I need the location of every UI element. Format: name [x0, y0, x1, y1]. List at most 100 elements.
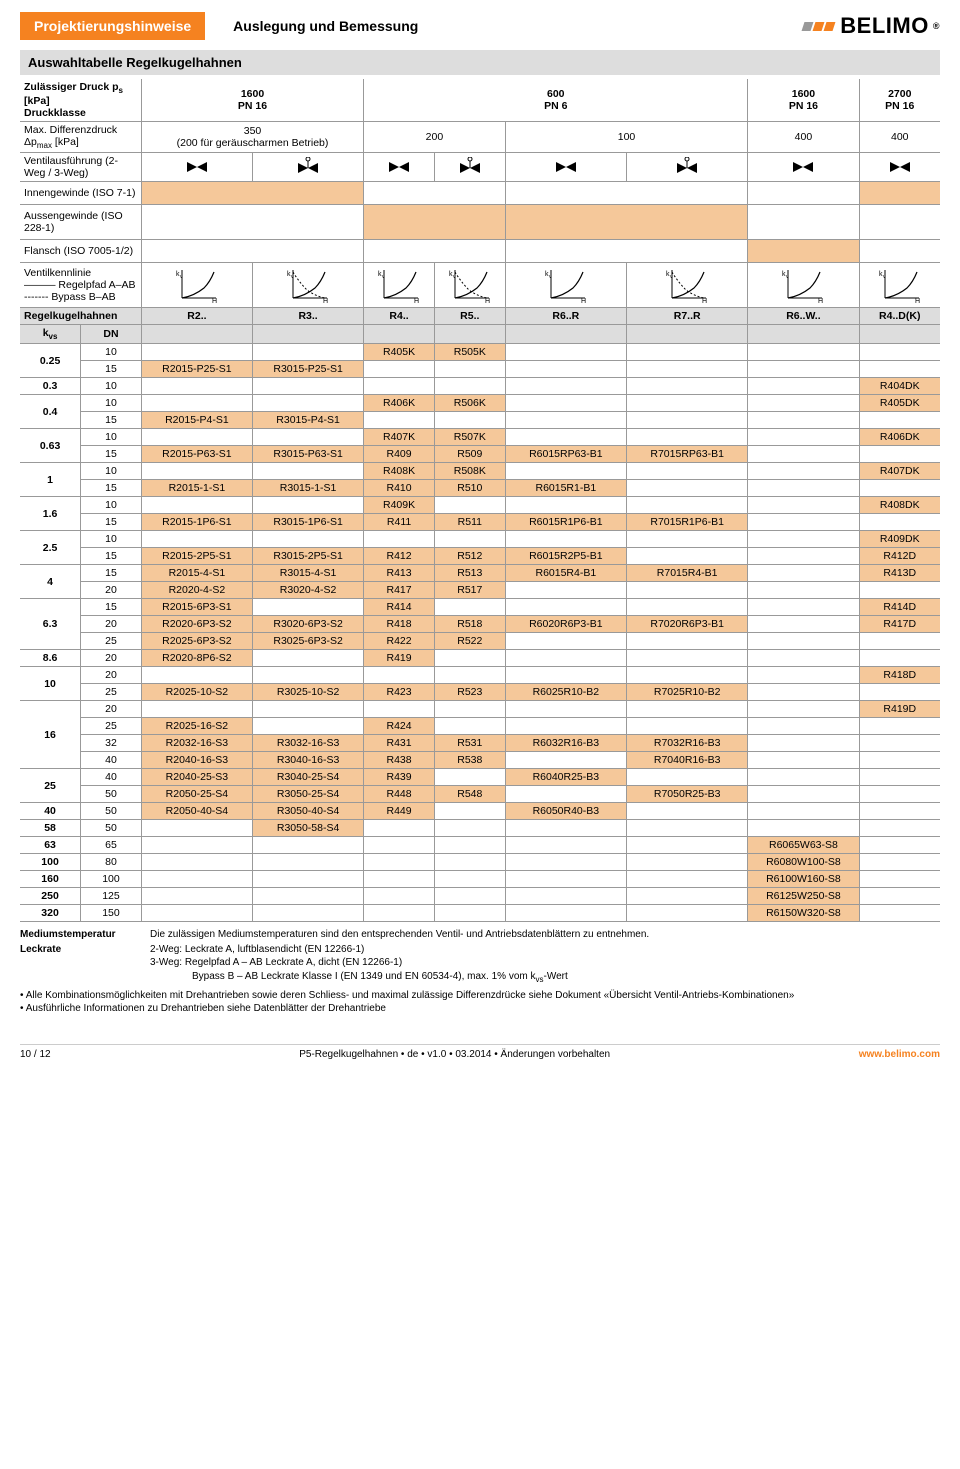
product-cell — [748, 752, 859, 769]
product-cell — [626, 888, 747, 905]
product-cell — [505, 599, 626, 616]
table-row: 110R408KR508KR407DK — [20, 463, 940, 480]
table-row: 20R2020-4-S2R3020-4-S2R417R517 — [20, 582, 940, 599]
product-cell — [859, 905, 940, 922]
kvs-cell: 16 — [20, 701, 81, 769]
product-cell — [626, 820, 747, 837]
product-cell: R3050-58-S4 — [253, 820, 364, 837]
curve-equal-bypass-icon: kv H — [664, 266, 710, 304]
product-cell — [859, 735, 940, 752]
product-cell: R6015R4-B1 — [505, 565, 626, 582]
pressure-label: Zulässiger Druck p — [24, 81, 119, 93]
curve-equal-percent-icon: kv H — [877, 266, 923, 304]
dn-cell: 10 — [81, 429, 142, 446]
brand-logo: BELIMO® — [803, 13, 940, 39]
product-cell: R518 — [434, 616, 505, 633]
product-cell: R411 — [364, 514, 435, 531]
svg-text:H: H — [414, 298, 419, 304]
product-cell: R3015-P63-S1 — [253, 446, 364, 463]
svg-text:v: v — [883, 274, 886, 280]
dn-cell: 10 — [81, 344, 142, 361]
product-cell — [253, 667, 364, 684]
product-cell — [505, 854, 626, 871]
product-cell — [748, 514, 859, 531]
product-cell — [859, 888, 940, 905]
table-row: 2540R2040-25-S3R3040-25-S4R439R6040R25-B… — [20, 769, 940, 786]
product-cell: R3015-4-S1 — [253, 565, 364, 582]
kvs-cell: 320 — [20, 905, 81, 922]
product-cell: R3015-2P5-S1 — [253, 548, 364, 565]
valve-2way-icon — [885, 158, 915, 176]
product-cell — [505, 718, 626, 735]
product-cell: R3050-40-S4 — [253, 803, 364, 820]
product-cell — [748, 395, 859, 412]
product-cell — [505, 633, 626, 650]
product-cell: R413D — [859, 565, 940, 582]
product-cell — [141, 497, 252, 514]
product-cell: R6015R1-B1 — [505, 480, 626, 497]
product-cell — [859, 769, 940, 786]
product-cell: R2015-1-S1 — [141, 480, 252, 497]
product-cell: R2015-1P6-S1 — [141, 514, 252, 531]
product-cell: R7015R4-B1 — [626, 565, 747, 582]
product-cell — [434, 769, 505, 786]
dn-cell: 20 — [81, 616, 142, 633]
product-cell — [748, 548, 859, 565]
kvs-cell: 6.3 — [20, 599, 81, 650]
product-cell: R423 — [364, 684, 435, 701]
product-cell: R414D — [859, 599, 940, 616]
product-cell: R538 — [434, 752, 505, 769]
product-cell: R424 — [364, 718, 435, 735]
product-cell: R3015-1P6-S1 — [253, 514, 364, 531]
product-cell — [626, 412, 747, 429]
dn-cell: 20 — [81, 582, 142, 599]
kvs-cell: 8.6 — [20, 650, 81, 667]
product-cell: R3025-10-S2 — [253, 684, 364, 701]
product-cell — [253, 718, 364, 735]
product-cell — [505, 888, 626, 905]
product-cell: R404DK — [859, 378, 940, 395]
product-cell — [505, 463, 626, 480]
dn-cell: 10 — [81, 463, 142, 480]
dn-cell: 50 — [81, 820, 142, 837]
dn-cell: 10 — [81, 497, 142, 514]
product-cell — [626, 582, 747, 599]
product-cell: R414 — [364, 599, 435, 616]
product-cell: R406DK — [859, 429, 940, 446]
dn-cell: 25 — [81, 633, 142, 650]
kvs-dn-header: kvs DN — [20, 325, 940, 344]
dn-cell: 10 — [81, 531, 142, 548]
product-cell — [748, 463, 859, 480]
product-cell — [364, 820, 435, 837]
valve-2way-icon — [788, 158, 818, 176]
product-cell — [505, 871, 626, 888]
footnotes: Mediumstemperatur Die zulässigen Mediums… — [20, 928, 940, 1015]
dn-cell: 25 — [81, 684, 142, 701]
product-cell — [253, 378, 364, 395]
product-cell: R413 — [364, 565, 435, 582]
product-cell — [364, 854, 435, 871]
product-cell: R418D — [859, 667, 940, 684]
product-cell — [748, 412, 859, 429]
footer-url: www.belimo.com — [859, 1049, 940, 1060]
product-cell — [364, 531, 435, 548]
product-cell — [505, 667, 626, 684]
page: Projektierungshinweise Auslegung und Bem… — [0, 0, 960, 1068]
product-cell — [505, 905, 626, 922]
dn-cell: 10 — [81, 395, 142, 412]
product-cell: R449 — [364, 803, 435, 820]
product-cell: R3040-25-S4 — [253, 769, 364, 786]
product-cell — [253, 531, 364, 548]
dn-cell: 125 — [81, 888, 142, 905]
dn-cell: 15 — [81, 446, 142, 463]
product-cell — [141, 344, 252, 361]
product-cell — [141, 531, 252, 548]
product-cell — [434, 854, 505, 871]
product-cell: R405DK — [859, 395, 940, 412]
product-cell — [434, 667, 505, 684]
product-cell: R405K — [364, 344, 435, 361]
table-row: 6365R6065W63-S8 — [20, 837, 940, 854]
product-cell — [434, 871, 505, 888]
dn-cell: 40 — [81, 752, 142, 769]
product-cell — [253, 497, 364, 514]
